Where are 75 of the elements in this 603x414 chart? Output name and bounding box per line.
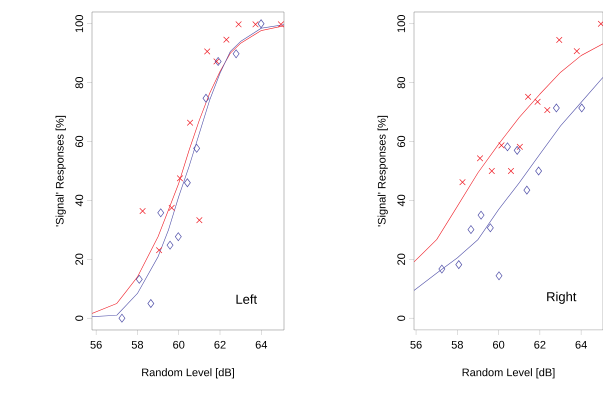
line-series: [414, 77, 603, 291]
point: [258, 19, 264, 28]
point: [524, 94, 532, 100]
line-series: [414, 43, 603, 262]
x-tick-label: 56: [90, 340, 102, 349]
x-tick-label: 64: [256, 340, 268, 349]
y-tick-label: 20: [75, 254, 84, 265]
y-tick-label: 40: [75, 194, 84, 206]
point: [488, 168, 495, 174]
annotation: Left: [236, 294, 257, 304]
x-axis-title: Random Level [dB]: [142, 368, 234, 378]
point: [516, 144, 524, 150]
y-axis-title: 'Signal' Responses [%]: [56, 116, 66, 226]
x-tick-label: 56: [410, 340, 422, 349]
point: [147, 299, 154, 308]
x-tick-label: 58: [452, 340, 463, 349]
y-tick-label: 0: [75, 316, 84, 321]
point: [136, 274, 143, 284]
x-tick-label: 62: [534, 340, 546, 349]
y-tick-label: 60: [397, 136, 406, 148]
point: [252, 21, 259, 28]
point: [202, 94, 210, 103]
point: [496, 271, 502, 280]
point: [556, 36, 562, 44]
point: [486, 223, 494, 232]
point: [553, 104, 560, 112]
point: [478, 210, 484, 220]
y-tick-label: 60: [75, 136, 84, 148]
point: [168, 204, 175, 211]
point: [166, 240, 174, 250]
point: [534, 98, 541, 105]
point: [468, 225, 474, 234]
point: [476, 155, 484, 162]
y-tick-label: 20: [397, 254, 406, 265]
x-tick-label: 60: [173, 340, 184, 349]
x-tick-label: 60: [493, 340, 504, 349]
point: [176, 175, 184, 182]
point: [544, 106, 550, 114]
point: [524, 186, 530, 194]
point: [196, 216, 203, 224]
point: [504, 142, 511, 152]
point: [184, 178, 191, 188]
y-tick-label: 100: [75, 15, 84, 32]
annotation: Right: [547, 292, 576, 304]
point: [156, 247, 162, 254]
y-tick-label: 80: [75, 76, 84, 88]
point: [514, 146, 521, 155]
y-axis-title: 'Signal' Responses [%]: [378, 116, 388, 226]
x-axis-title: Random Level [dB]: [462, 368, 554, 378]
point: [139, 208, 146, 214]
point: [157, 208, 164, 218]
point: [455, 260, 462, 269]
point: [438, 264, 446, 274]
x-tick-label: 62: [214, 340, 226, 349]
point: [232, 49, 240, 58]
point: [204, 48, 210, 55]
y-tick-label: 100: [397, 15, 406, 32]
point: [598, 20, 603, 27]
point: [535, 166, 542, 176]
point: [574, 48, 580, 54]
point: [498, 142, 505, 149]
point: [174, 232, 182, 241]
point: [578, 104, 586, 112]
x-tick-label: 64: [576, 340, 587, 349]
point: [118, 314, 126, 323]
point: [508, 168, 514, 174]
y-tick-label: 0: [397, 316, 406, 321]
point: [459, 179, 466, 186]
point: [235, 21, 242, 28]
y-tick-label: 40: [397, 194, 406, 206]
y-tick-label: 80: [397, 76, 406, 88]
point: [223, 36, 230, 43]
point: [193, 144, 200, 153]
x-tick-label: 58: [132, 340, 144, 349]
point: [186, 120, 194, 126]
